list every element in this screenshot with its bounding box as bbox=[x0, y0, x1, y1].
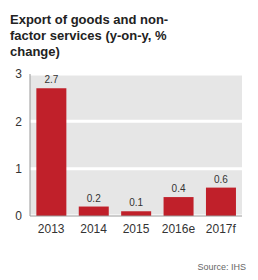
svg-text:1: 1 bbox=[15, 162, 22, 176]
svg-text:2014: 2014 bbox=[80, 222, 107, 236]
svg-text:0.2: 0.2 bbox=[87, 193, 101, 204]
svg-text:0.1: 0.1 bbox=[129, 197, 143, 208]
svg-text:0: 0 bbox=[15, 209, 22, 223]
svg-text:3: 3 bbox=[15, 67, 22, 81]
html-text:Source: IHS: Source: IHS bbox=[197, 262, 246, 272]
svg-text:0.4: 0.4 bbox=[172, 183, 186, 194]
svg-text:2013: 2013 bbox=[38, 222, 65, 236]
svg-text:2.7: 2.7 bbox=[44, 74, 58, 85]
svg-text:2017f: 2017f bbox=[206, 222, 237, 236]
svg-text:2016e: 2016e bbox=[162, 222, 196, 236]
svg-text:2015: 2015 bbox=[123, 222, 150, 236]
svg-text:0.6: 0.6 bbox=[214, 174, 228, 185]
html-text:Export of goods and non-factor: Export of goods and non-factor services … bbox=[10, 12, 169, 59]
svg-text:2: 2 bbox=[15, 115, 22, 129]
